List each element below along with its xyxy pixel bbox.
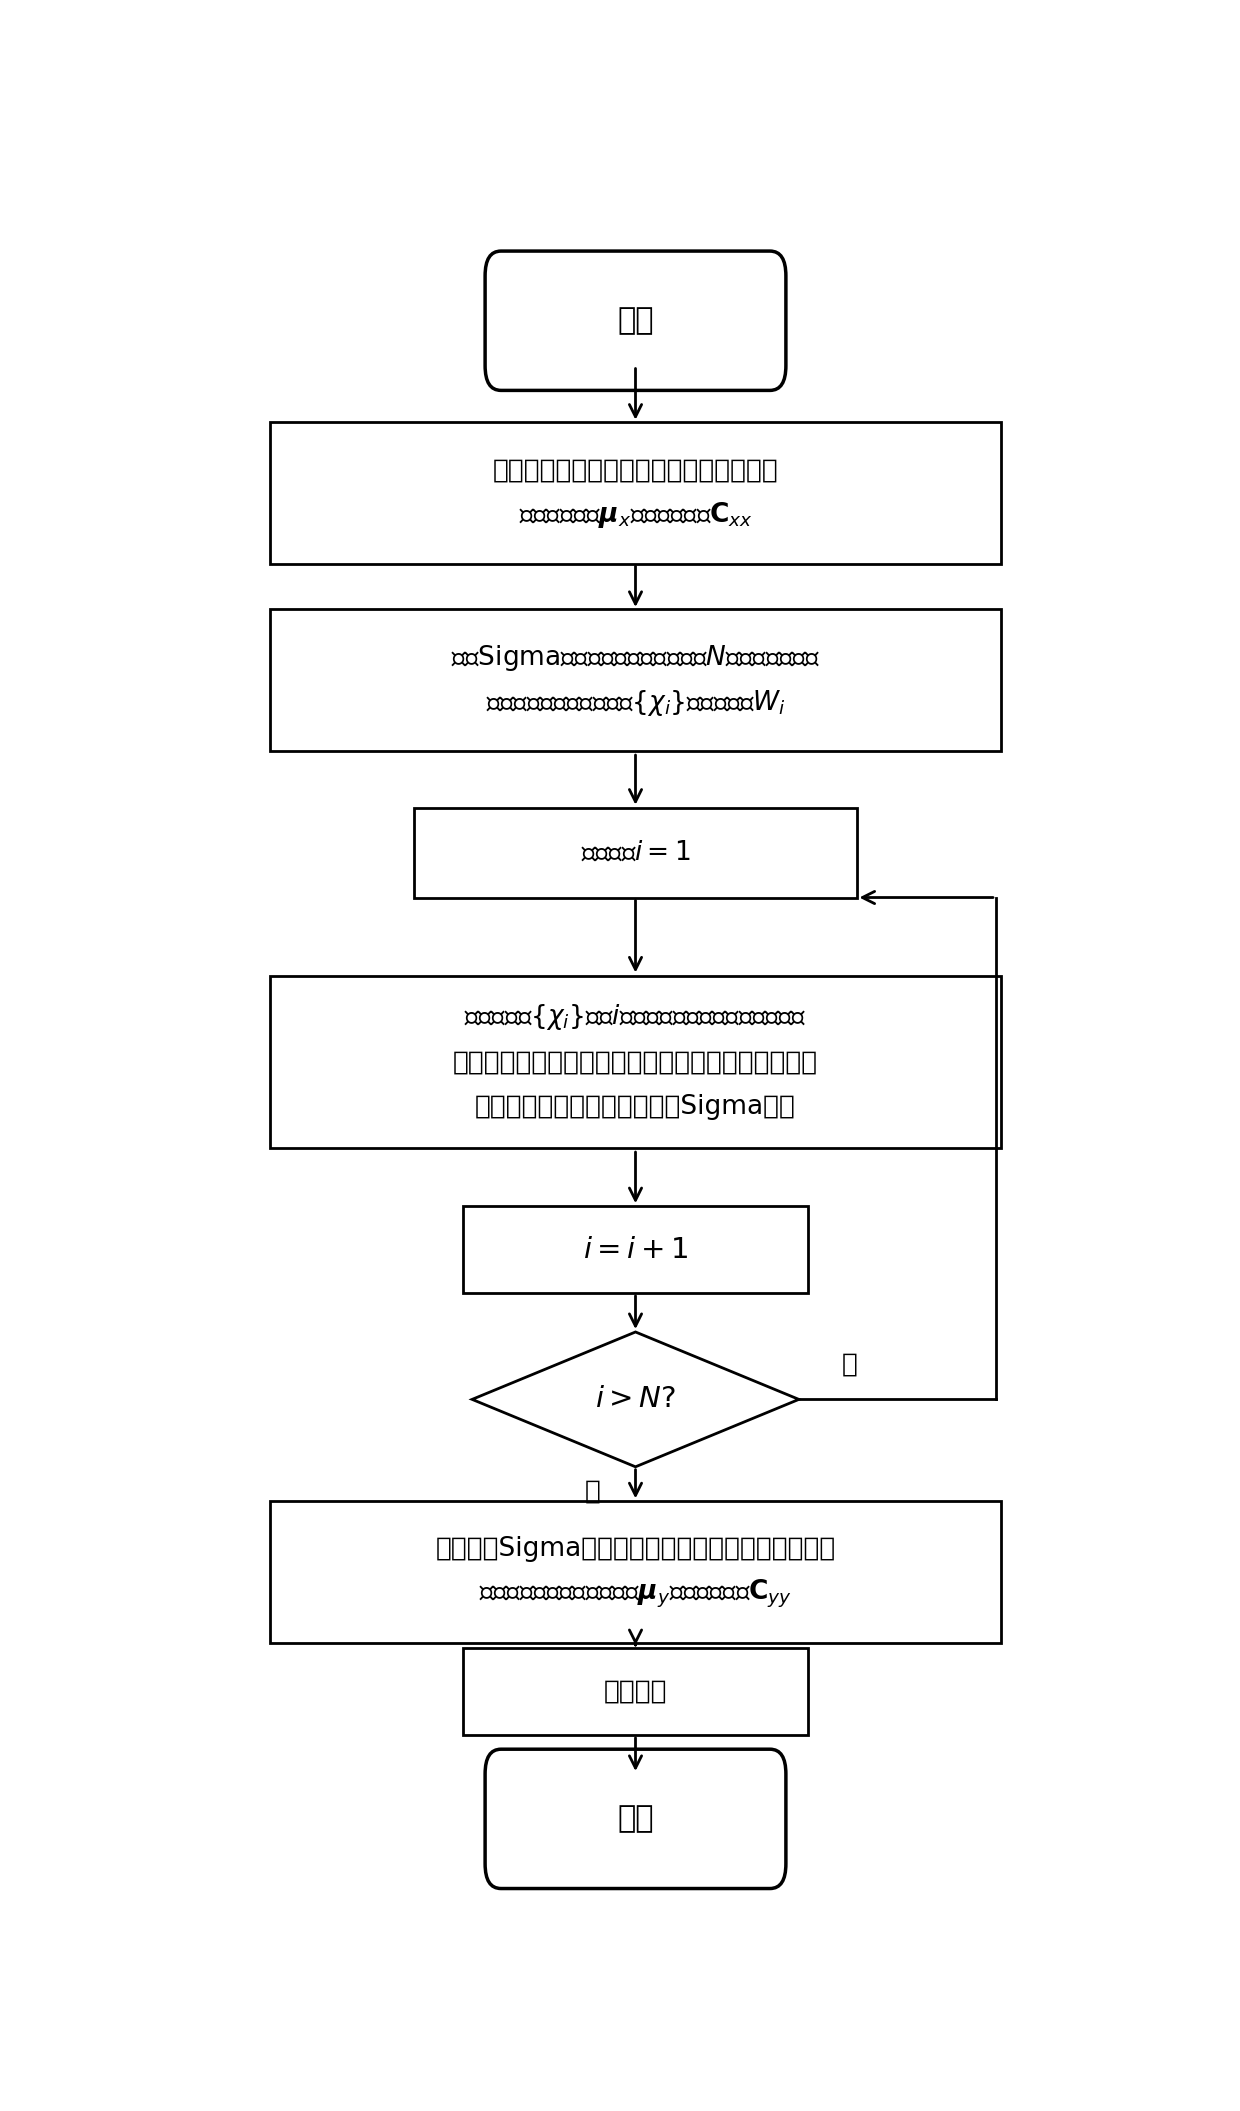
Text: 否: 否 bbox=[842, 1351, 858, 1378]
Text: 开始: 开始 bbox=[618, 306, 653, 336]
Text: 输入系统电源、负荷及网架原始数据，随: 输入系统电源、负荷及网架原始数据，随 bbox=[492, 458, 779, 483]
Bar bbox=[463, 1205, 808, 1294]
Bar bbox=[270, 975, 1001, 1148]
FancyBboxPatch shape bbox=[485, 1750, 786, 1889]
Text: 出变量负荷裕度指标的期望$\boldsymbol{\mu}_y$和协方差矩阵$\mathbf{C}_{yy}$: 出变量负荷裕度指标的期望$\boldsymbol{\mu}_y$和协方差矩阵$\… bbox=[479, 1579, 792, 1611]
FancyBboxPatch shape bbox=[485, 251, 786, 391]
Polygon shape bbox=[472, 1332, 799, 1467]
Text: 根据Sigma点采样策略确定采样次数$N$，并对系统状态: 根据Sigma点采样策略确定采样次数$N$，并对系统状态 bbox=[451, 644, 820, 673]
Bar bbox=[270, 1501, 1001, 1642]
Text: 代入孤岛微电网静态电压稳定评估模型，得到非线性: 代入孤岛微电网静态电压稳定评估模型，得到非线性 bbox=[453, 1049, 818, 1074]
Text: 对输出的Sigma点集根据权重进行加权处理，得到输: 对输出的Sigma点集根据权重进行加权处理，得到输 bbox=[435, 1537, 836, 1562]
Bar bbox=[414, 809, 857, 897]
Text: $i>N?$: $i>N?$ bbox=[595, 1385, 676, 1414]
Bar bbox=[270, 422, 1001, 564]
Text: 迭代次数$i=1$: 迭代次数$i=1$ bbox=[580, 840, 691, 866]
Text: 机变量的期望$\boldsymbol{\mu}_x$和协方差矩阵$\mathbf{C}_{xx}$: 机变量的期望$\boldsymbol{\mu}_x$和协方差矩阵$\mathbf… bbox=[518, 500, 753, 530]
Text: 是: 是 bbox=[584, 1480, 600, 1505]
Text: 进行采样，确定采样点集$\{\chi_i\}$和权値系数$W_i$: 进行采样，确定采样点集$\{\chi_i\}$和权値系数$W_i$ bbox=[486, 688, 785, 718]
Bar bbox=[463, 1649, 808, 1735]
Text: 结束: 结束 bbox=[618, 1805, 653, 1832]
Text: 变换后输出的负荷裕度指标的Sigma点集: 变换后输出的负荷裕度指标的Sigma点集 bbox=[475, 1093, 796, 1121]
Text: $i=i+1$: $i=i+1$ bbox=[583, 1235, 688, 1264]
Text: 输出结果: 输出结果 bbox=[604, 1678, 667, 1704]
Bar bbox=[270, 610, 1001, 752]
Text: 将采样点集$\{\chi_i\}$的第$i$个样本作为随机变量的输入数据: 将采样点集$\{\chi_i\}$的第$i$个样本作为随机变量的输入数据 bbox=[464, 1003, 807, 1032]
